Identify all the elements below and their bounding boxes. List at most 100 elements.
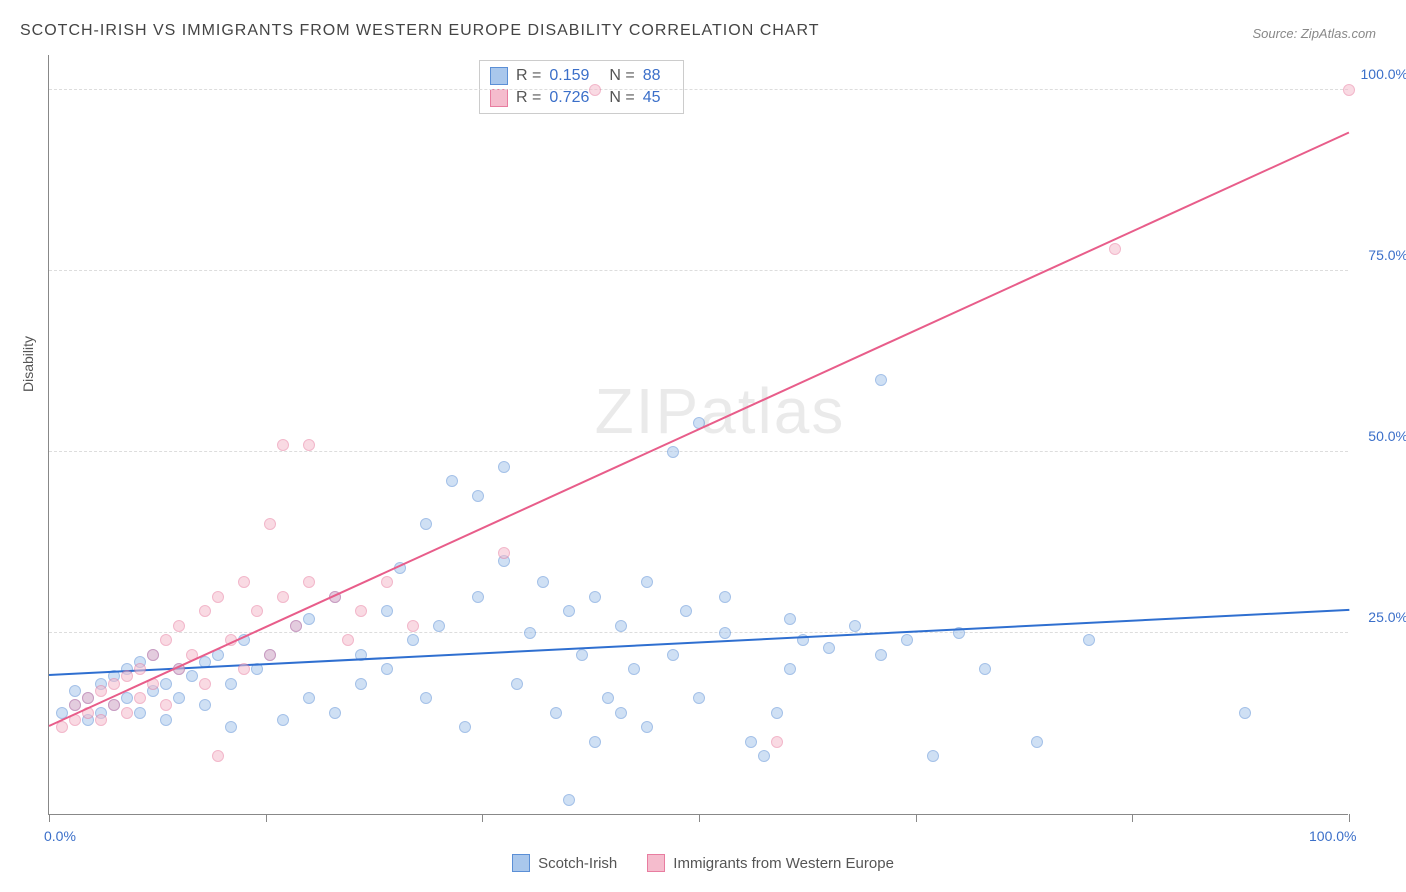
data-point [160,699,172,711]
data-point [719,591,731,603]
y-axis-label: Disability [20,336,36,392]
data-point [641,576,653,588]
x-tick [266,814,267,822]
data-point [186,670,198,682]
data-point [472,490,484,502]
data-point [95,685,107,697]
data-point [212,750,224,762]
r-value: 0.159 [549,67,589,85]
data-point [1031,736,1043,748]
legend-label: Immigrants from Western Europe [673,855,894,872]
r-label: R = [516,89,541,107]
data-point [420,518,432,530]
data-point [173,692,185,704]
data-point [303,613,315,625]
data-point [823,642,835,654]
data-point [615,620,627,632]
data-point [875,649,887,661]
data-point [433,620,445,632]
n-value: 88 [643,67,661,85]
data-point [355,605,367,617]
trend-line [49,132,1350,727]
data-point [160,678,172,690]
data-point [69,699,81,711]
data-point [771,707,783,719]
stats-row: R = 0.726N = 45 [490,87,673,109]
data-point [628,663,640,675]
data-point [121,692,133,704]
x-tick [1132,814,1133,822]
data-point [667,446,679,458]
data-point [1239,707,1251,719]
data-point [277,591,289,603]
r-value: 0.726 [549,89,589,107]
data-point [927,750,939,762]
data-point [771,736,783,748]
n-label: N = [609,67,634,85]
n-label: N = [609,89,634,107]
data-point [160,634,172,646]
data-point [277,714,289,726]
swatch-icon [490,67,508,85]
data-point [784,613,796,625]
data-point [511,678,523,690]
data-point [303,576,315,588]
data-point [199,678,211,690]
data-point [576,649,588,661]
data-point [381,576,393,588]
data-point [212,591,224,603]
data-point [121,707,133,719]
data-point [524,627,536,639]
y-tick-label: 25.0% [1368,609,1406,625]
data-point [290,620,302,632]
data-point [238,663,250,675]
data-point [849,620,861,632]
data-point [1109,243,1121,255]
data-point [329,707,341,719]
swatch-icon [512,854,530,872]
data-point [693,692,705,704]
data-point [498,461,510,473]
data-point [901,634,913,646]
data-point [420,692,432,704]
data-point [758,750,770,762]
data-point [550,707,562,719]
data-point [680,605,692,617]
chart-title: SCOTCH-IRISH VS IMMIGRANTS FROM WESTERN … [20,22,820,40]
grid-line [49,632,1348,633]
data-point [82,692,94,704]
data-point [589,736,601,748]
data-point [108,699,120,711]
data-point [134,707,146,719]
y-tick-label: 50.0% [1368,428,1406,444]
data-point [225,678,237,690]
data-point [173,620,185,632]
x-tick [699,814,700,822]
data-point [69,685,81,697]
watermark: ZIPatlas [595,374,846,448]
data-point [381,663,393,675]
data-point [381,605,393,617]
data-point [199,605,211,617]
swatch-icon [647,854,665,872]
grid-line [49,270,1348,271]
plot-area: ZIPatlas R = 0.159N = 88R = 0.726N = 45 … [48,55,1348,815]
x-tick-label: 100.0% [1309,828,1356,844]
data-point [251,605,263,617]
data-point [875,374,887,386]
grid-line [49,451,1348,452]
data-point [355,678,367,690]
data-point [498,547,510,559]
x-tick-label: 0.0% [44,828,76,844]
legend-item-scotch-irish: Scotch-Irish [512,854,617,872]
data-point [979,663,991,675]
legend-item-western-europe: Immigrants from Western Europe [647,854,894,872]
data-point [563,794,575,806]
data-point [641,721,653,733]
data-point [277,439,289,451]
data-point [1343,84,1355,96]
data-point [615,707,627,719]
source-attribution: Source: ZipAtlas.com [1252,26,1376,41]
x-tick [1349,814,1350,822]
data-point [303,692,315,704]
